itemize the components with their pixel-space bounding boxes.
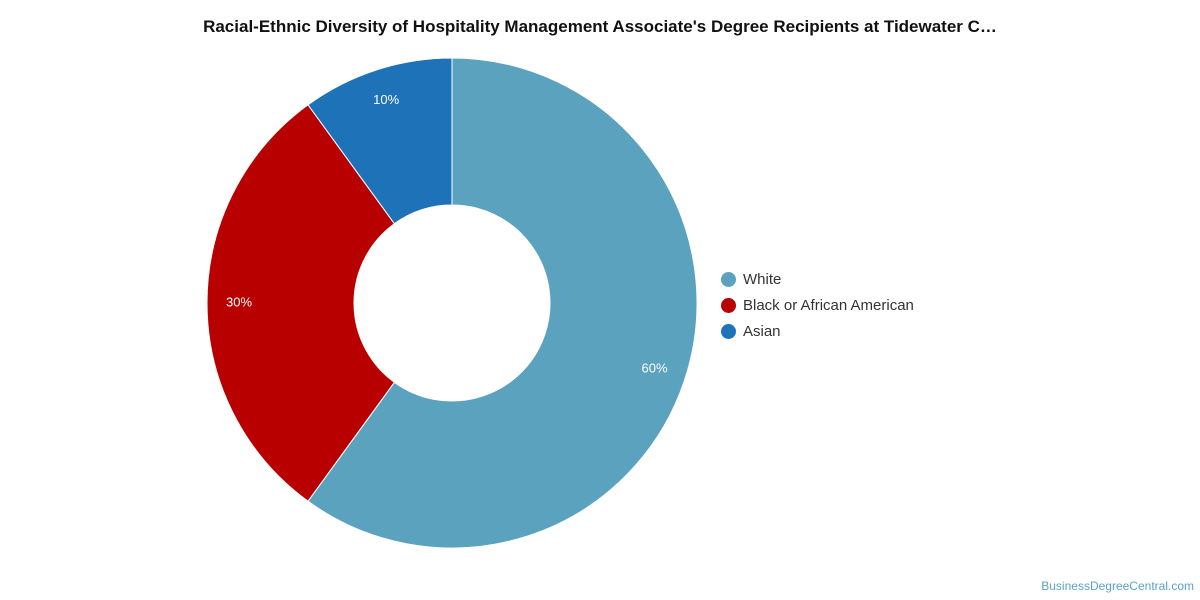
chart-title: Racial-Ethnic Diversity of Hospitality M… [203,17,997,36]
legend-item-white[interactable]: White [721,266,914,292]
legend-swatch-black-or-african-american [721,297,736,313]
watermark-link[interactable]: BusinessDegreeCentral.com [1041,579,1194,593]
legend-label-black-or-african-american: Black or African American [743,296,914,314]
legend-label-white: White [743,270,782,288]
slice-asian[interactable] [307,57,453,225]
legend-label-asian: Asian [743,322,781,340]
chart-legend: White Black or African American Asian [721,266,914,344]
slice-label-black-or-african-american: 30% [226,294,252,309]
slice-labels: 60% 30% 10% [226,92,668,375]
slice-black-or-african-american[interactable] [206,104,396,502]
slice-label-white: 60% [642,360,668,375]
slice-label-asian: 10% [373,92,399,107]
slice-white[interactable] [307,57,698,549]
legend-swatch-white [721,271,736,287]
legend-item-black-or-african-american[interactable]: Black or African American [721,292,914,318]
legend-item-asian[interactable]: Asian [721,318,914,344]
legend-swatch-asian [721,323,736,339]
donut-slices [206,57,698,549]
